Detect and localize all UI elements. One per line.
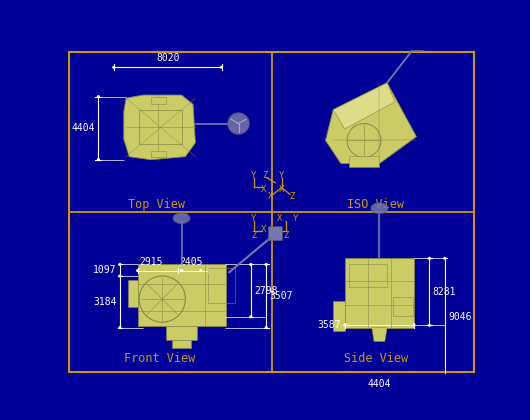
Text: 3587: 3587 (317, 320, 341, 330)
Circle shape (264, 263, 268, 266)
Text: ISO View: ISO View (347, 198, 404, 211)
Text: Top View: Top View (128, 198, 184, 211)
Text: Z: Z (263, 171, 268, 181)
Circle shape (97, 95, 100, 98)
Text: Front View: Front View (125, 352, 196, 365)
Text: Y: Y (251, 214, 257, 223)
FancyBboxPatch shape (269, 227, 282, 241)
Bar (345, 258, 414, 328)
Bar (138, 265, 226, 326)
Circle shape (228, 113, 249, 134)
Circle shape (428, 257, 431, 260)
Bar (172, 340, 191, 348)
Text: Y: Y (293, 214, 298, 223)
Circle shape (199, 269, 202, 272)
Circle shape (220, 66, 223, 69)
Ellipse shape (371, 203, 388, 214)
Circle shape (428, 324, 431, 327)
Bar (333, 301, 345, 331)
Bar (208, 268, 235, 303)
Polygon shape (124, 95, 196, 160)
Text: X: X (277, 214, 283, 223)
Polygon shape (333, 83, 395, 129)
Text: 2405: 2405 (179, 257, 202, 267)
Text: 2915: 2915 (139, 257, 163, 267)
Text: Side View: Side View (343, 352, 408, 365)
Circle shape (412, 324, 416, 327)
Text: 8020: 8020 (156, 53, 180, 63)
Text: Y: Y (251, 171, 257, 180)
Ellipse shape (173, 213, 190, 223)
Circle shape (180, 269, 183, 272)
Polygon shape (325, 83, 417, 163)
Circle shape (264, 326, 268, 329)
Circle shape (412, 375, 416, 378)
Ellipse shape (407, 37, 429, 51)
Text: 3184: 3184 (93, 297, 117, 307)
Circle shape (249, 263, 252, 266)
Text: X: X (268, 192, 273, 201)
Bar (349, 264, 387, 287)
Bar (393, 297, 412, 316)
Circle shape (443, 257, 446, 260)
Polygon shape (372, 328, 387, 341)
Circle shape (112, 66, 116, 69)
Text: 4404: 4404 (368, 379, 391, 389)
Text: 2798: 2798 (254, 286, 277, 296)
Text: X: X (261, 184, 267, 194)
Text: 1097: 1097 (93, 265, 117, 275)
Bar (139, 110, 182, 144)
Circle shape (343, 375, 346, 378)
Text: Z: Z (290, 192, 295, 201)
Circle shape (136, 269, 139, 272)
Circle shape (249, 315, 252, 318)
Text: Z: Z (284, 231, 289, 240)
Text: 3507: 3507 (269, 291, 293, 301)
Circle shape (118, 263, 121, 266)
Bar (166, 326, 197, 340)
Text: 9046: 9046 (448, 312, 472, 322)
Text: Y: Y (279, 171, 284, 180)
Circle shape (118, 275, 121, 278)
Text: Z: Z (251, 231, 257, 240)
Circle shape (343, 324, 346, 327)
Circle shape (97, 158, 100, 161)
Bar (151, 97, 166, 104)
Text: 4404: 4404 (72, 123, 95, 133)
Text: X: X (279, 185, 284, 194)
Bar (349, 156, 379, 168)
Circle shape (118, 326, 121, 329)
Polygon shape (415, 38, 421, 47)
Text: 8281: 8281 (432, 287, 456, 297)
Bar (128, 280, 138, 307)
Text: X: X (261, 225, 267, 234)
Circle shape (443, 375, 446, 378)
Bar (151, 151, 166, 158)
